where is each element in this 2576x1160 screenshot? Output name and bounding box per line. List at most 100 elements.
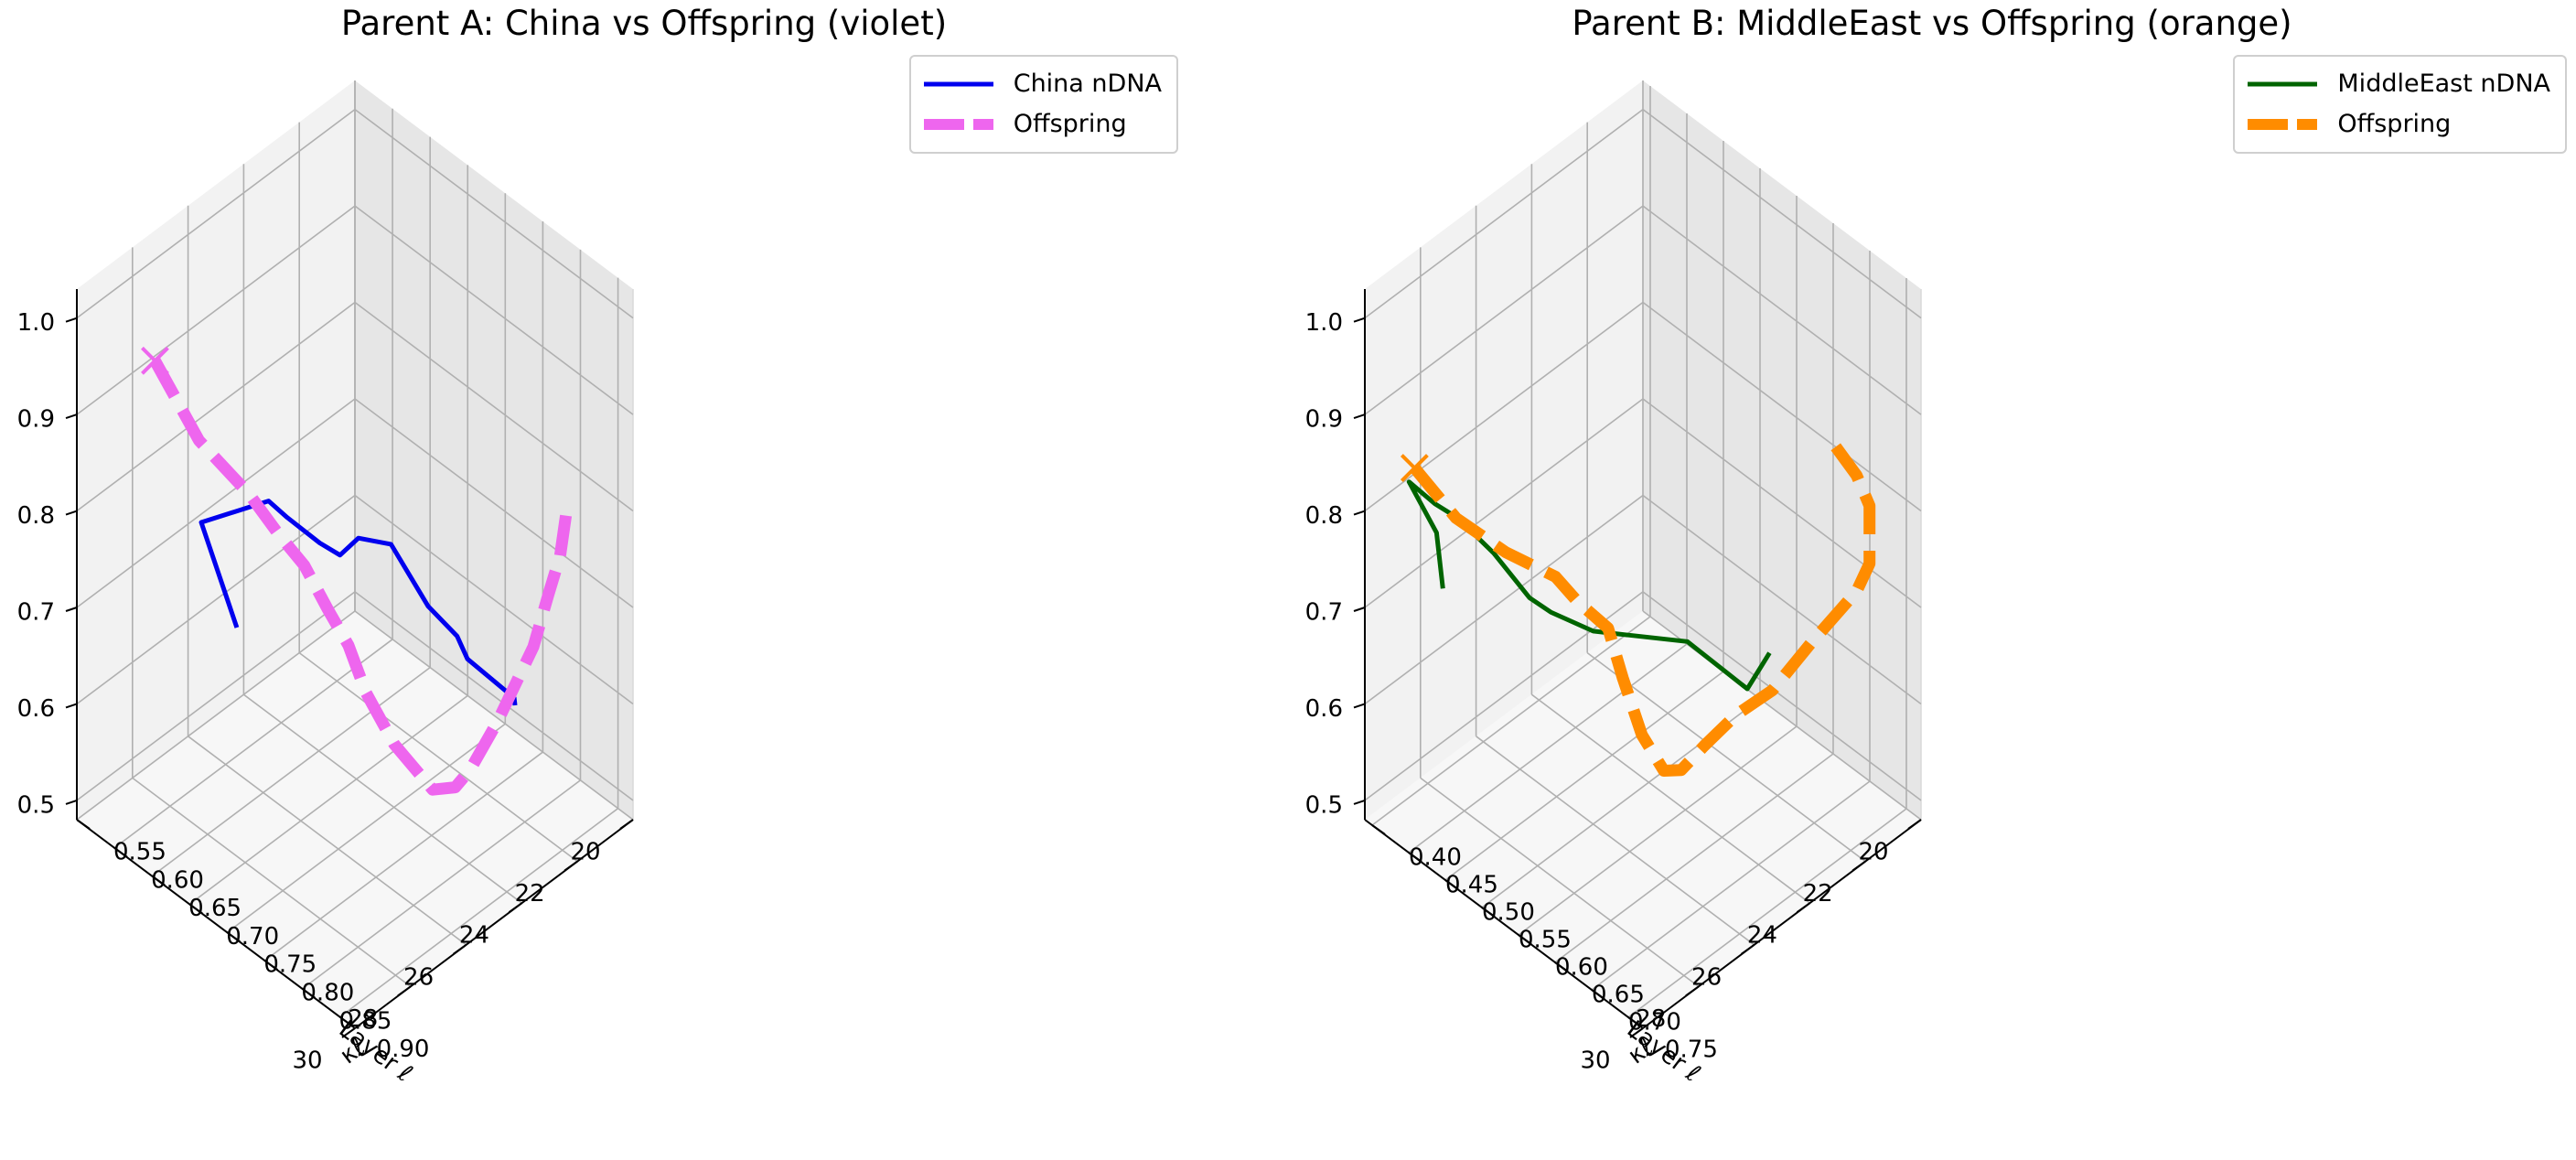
x-tick: [1685, 985, 1700, 997]
y-tick-label: 0.70: [1628, 1009, 1681, 1036]
y-tick-label: 0.55: [1519, 927, 1572, 954]
gridline-z: [354, 205, 634, 415]
gridline-z: [76, 108, 356, 319]
y-tick-label: 0.75: [1665, 1036, 1718, 1064]
x-tick: [1907, 819, 1922, 830]
x-tick: [619, 819, 634, 830]
series-line-offspring: [149, 358, 574, 796]
gridline-z: [1642, 301, 1922, 512]
gridline-y: [302, 779, 581, 990]
x-tick-label: 28: [348, 1005, 378, 1033]
x-tick: [1741, 943, 1755, 955]
z-tick-label: 1.0: [17, 309, 55, 337]
y-tick: [188, 903, 203, 915]
gridline-z: [354, 398, 634, 608]
gridline-z: [76, 301, 356, 512]
x-tick-label: 20: [1858, 839, 1888, 866]
z-tick: [1353, 703, 1366, 709]
gridline-z: [1364, 591, 1644, 801]
y-tick-label: 0.90: [377, 1036, 430, 1063]
y-tick-label: 0.60: [1555, 954, 1608, 982]
x-tick-label: 26: [403, 963, 434, 991]
legend-item: Offspring: [2248, 104, 2550, 145]
x-tick-label: 22: [515, 880, 545, 908]
gridline-z: [76, 398, 356, 608]
x-tick-label: 20: [570, 839, 600, 866]
x-tick-label: 24: [1747, 922, 1777, 950]
gridline-z: [1364, 205, 1644, 415]
z-tick-label: 0.5: [17, 791, 55, 819]
y-tick-label: 0.75: [263, 951, 317, 979]
x-tick: [1852, 860, 1866, 872]
z-tick: [1353, 510, 1366, 516]
gridline-y: [339, 808, 619, 1018]
gridline-z: [1364, 108, 1644, 319]
y-tick: [1554, 961, 1569, 972]
gridline-x: [1586, 651, 1866, 863]
gridline-z: [354, 591, 634, 801]
z-tick: [65, 703, 78, 709]
z-tick-label: 0.7: [17, 599, 55, 627]
z-tick: [1353, 607, 1366, 612]
y-tick-label: 0.65: [188, 895, 242, 922]
gridline-y: [188, 694, 468, 906]
y-tick-label: 0.50: [1482, 899, 1535, 927]
legend-label: Offspring: [2337, 110, 2452, 138]
legend-label: MiddleEast nDNA: [2337, 70, 2550, 98]
y-tick: [1627, 1016, 1642, 1027]
legend-label: China nDNA: [1013, 70, 1162, 98]
y-tick-label: 0.65: [1592, 982, 1645, 1009]
gridline-y: [1554, 753, 1834, 963]
z-tick-label: 0.9: [1305, 406, 1343, 434]
z-tick: [65, 317, 78, 323]
gridline-z: [1642, 398, 1922, 608]
z-tick-label: 0.7: [1305, 599, 1343, 627]
gridline-x: [188, 736, 467, 946]
z-tick-label: 0.6: [17, 695, 55, 723]
x-tick: [453, 943, 467, 955]
y-tick: [1481, 907, 1496, 918]
z-tick-label: 1.0: [1305, 309, 1343, 337]
z-tick: [65, 607, 78, 612]
z-tick-label: 0.6: [1305, 695, 1343, 723]
gridline-y: [263, 751, 543, 961]
chart-panel-b: Parent B: MiddleEast vs Offspring (orang…: [1288, 0, 2576, 1160]
x-tick-label: 22: [1803, 880, 1833, 908]
y-tick: [1518, 934, 1532, 945]
gridline-y: [1627, 808, 1907, 1018]
y-tick-label: 0.45: [1445, 872, 1498, 899]
chart-a-plot: 20 22 24 26 28 30 0.550.600.650.700.750.800.85…: [17, 81, 634, 1088]
gridline-z: [354, 301, 634, 512]
chart-panel-a: Parent A: China vs Offspring (violet) 20…: [17, 4, 1178, 1088]
x-tick-label: 24: [459, 922, 489, 950]
x-tick: [1629, 1027, 1644, 1038]
x-tick-label: 28: [1636, 1005, 1666, 1033]
y-tick-label: 0.70: [226, 923, 279, 951]
gridline-x: [1530, 693, 1810, 904]
y-tick: [151, 875, 166, 886]
gridline-y: [1444, 671, 1724, 881]
gridline-z: [1642, 494, 1922, 705]
gridline-y: [1518, 725, 1798, 936]
z-tick: [1353, 414, 1366, 420]
z-tick-label: 0.8: [1305, 502, 1343, 530]
x-tick: [564, 860, 578, 872]
legend-swatch-china: [923, 81, 993, 87]
z-tick: [1353, 317, 1366, 323]
z-tick: [65, 799, 78, 805]
y-tick: [1444, 879, 1459, 890]
z-tick: [65, 414, 78, 420]
gridline-z: [1642, 205, 1922, 415]
series-end-marker: [141, 346, 169, 375]
chart-title: Parent B: MiddleEast vs Offspring (orang…: [1572, 4, 2292, 43]
gridline-z: [76, 205, 356, 415]
series-end-marker: [1400, 454, 1429, 482]
z-tick: [1353, 799, 1366, 805]
gridline-z: [76, 591, 356, 801]
y-tick-label: 0.80: [301, 980, 354, 1007]
y-tick: [76, 819, 91, 830]
series-line-offspring: [1410, 433, 1876, 777]
y-tick: [338, 1015, 354, 1027]
y-tick: [113, 846, 128, 858]
y-tick: [1371, 824, 1386, 835]
